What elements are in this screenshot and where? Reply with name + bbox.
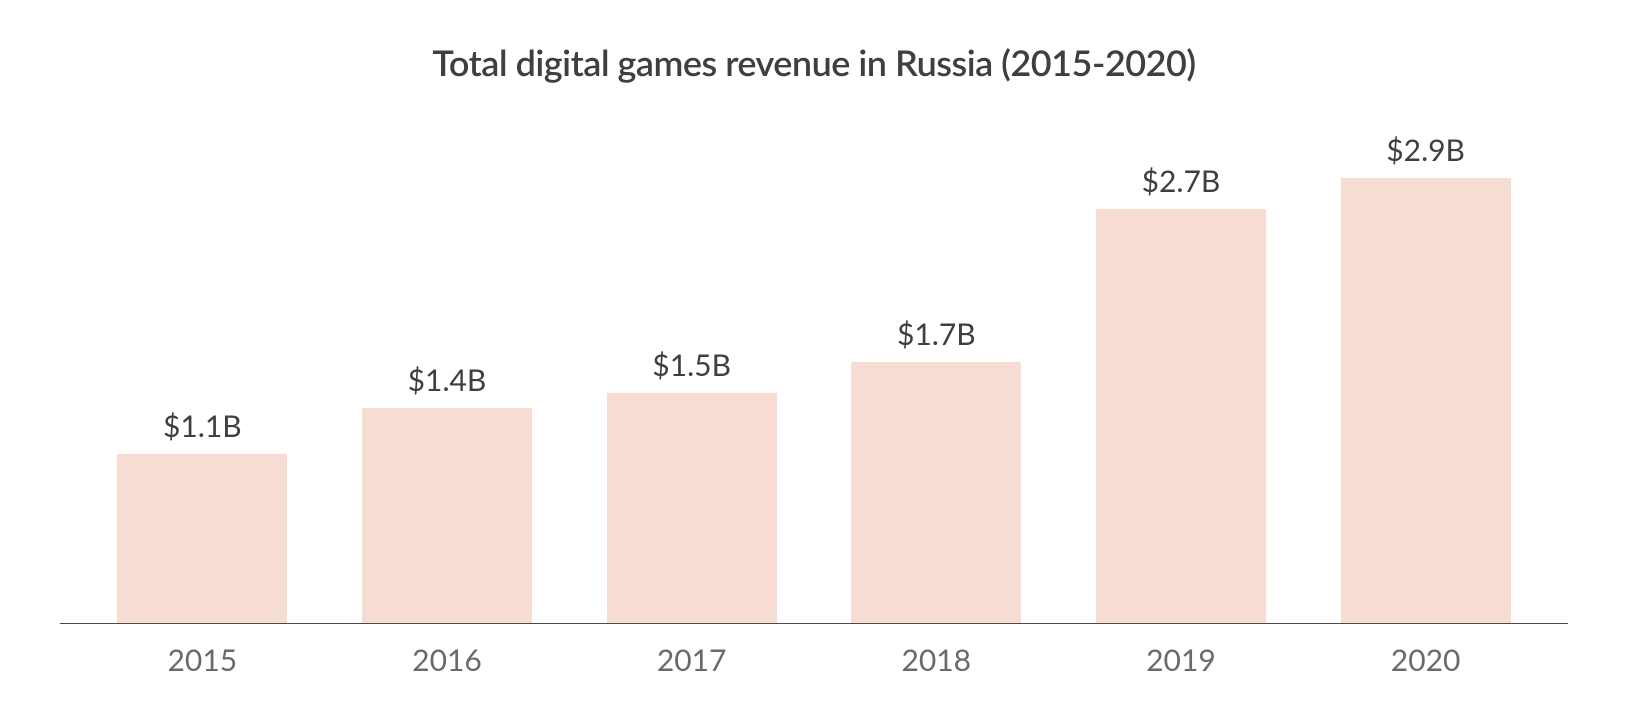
chart-container: Total digital games revenue in Russia (2… (60, 40, 1568, 680)
x-axis-label: 2016 (362, 642, 532, 678)
x-axis-label: 2018 (851, 642, 1021, 678)
bar-value-label: $1.1B (163, 408, 242, 444)
bar-group: $2.9B (1341, 114, 1511, 623)
bar-group: $1.4B (362, 114, 532, 623)
bar-value-label: $1.4B (408, 362, 487, 398)
bar (117, 454, 287, 623)
bar (851, 362, 1021, 623)
x-axis: 2015 2016 2017 2018 2019 2020 (60, 624, 1568, 678)
bar-group: $1.7B (851, 114, 1021, 623)
x-axis-label: 2019 (1096, 642, 1266, 678)
bar-value-label: $1.7B (897, 316, 976, 352)
x-axis-label: 2020 (1341, 642, 1511, 678)
bar-value-label: $2.7B (1142, 163, 1221, 199)
plot-area: $1.1B $1.4B $1.5B $1.7B $2.7B $2.9B (60, 114, 1568, 624)
chart-title: Total digital games revenue in Russia (2… (60, 40, 1568, 84)
bar (1341, 178, 1511, 623)
bar-group: $1.5B (607, 114, 777, 623)
bar-value-label: $1.5B (652, 347, 731, 383)
bar-group: $2.7B (1096, 114, 1266, 623)
bar-value-label: $2.9B (1386, 132, 1465, 168)
bar-group: $1.1B (117, 114, 287, 623)
bar (1096, 209, 1266, 623)
bar (362, 408, 532, 623)
bar (607, 393, 777, 623)
x-axis-label: 2015 (117, 642, 287, 678)
x-axis-label: 2017 (607, 642, 777, 678)
